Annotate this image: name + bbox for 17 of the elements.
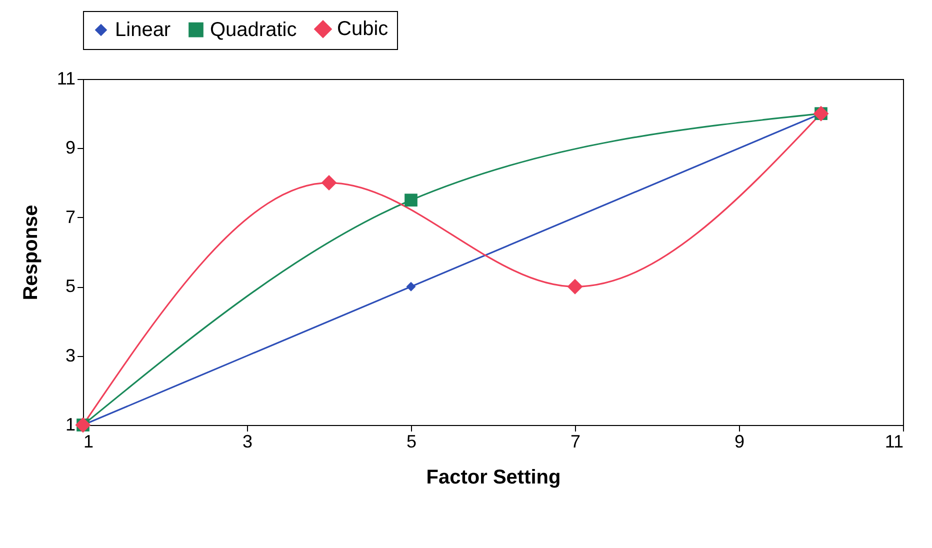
y-tick-label: 9 [65,138,76,158]
x-axis-title: Factor Setting [426,466,561,488]
x-tick-label: 9 [734,432,745,452]
y-axis-title: Response [20,204,42,300]
x-tick-label: 3 [242,432,253,452]
legend-label: Quadratic [210,18,297,41]
x-tick-label: 5 [406,432,417,452]
y-tick-label: 1 [65,414,76,434]
legend-label: Cubic [337,18,388,40]
y-tick-label: 5 [65,276,76,296]
x-tick-label: 1 [84,432,94,452]
y-tick-label: 7 [65,206,76,227]
legend-label: Linear [115,19,171,41]
y-tick-label: 3 [65,345,76,366]
y-tick-label: 11 [56,68,76,88]
x-tick-label: 11 [884,432,904,452]
x-tick-label: 7 [570,432,581,452]
